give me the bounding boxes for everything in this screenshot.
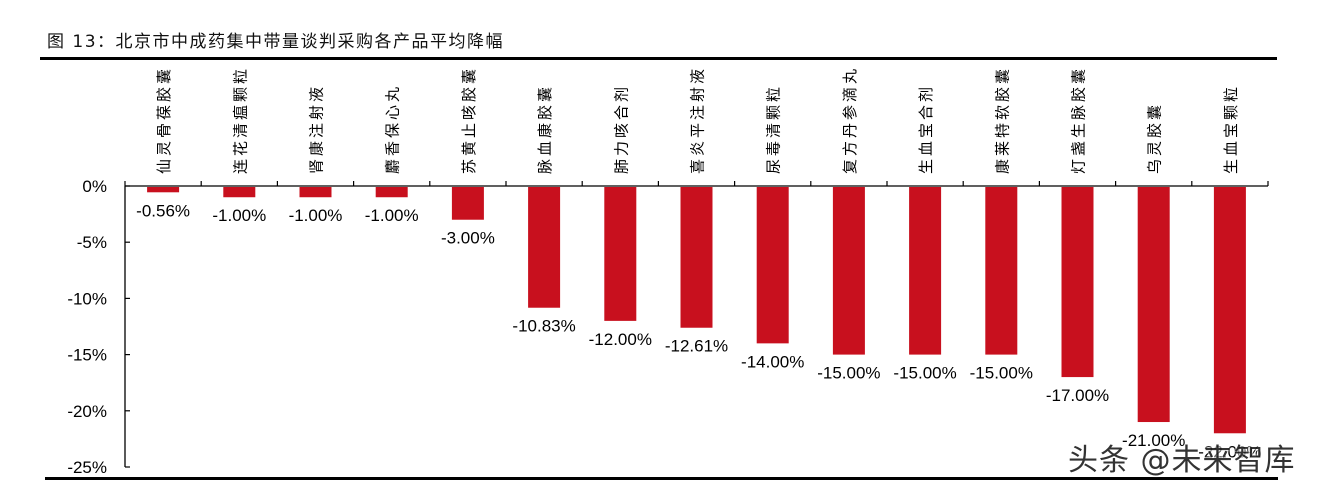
bar [1137,187,1170,423]
category-label: 喜炎平注射液 [689,66,707,174]
bar [451,187,484,220]
bar-value-label: -14.00% [741,352,804,371]
category-label: 脉血康胶囊 [536,84,554,174]
category-label: 尿毒清颗粒 [765,84,783,174]
top-rule [40,57,1277,60]
bar [223,187,256,198]
bar [680,187,713,328]
bar [299,187,332,198]
category-label: 康莱特软胶囊 [993,66,1011,174]
bar-series [147,187,1246,434]
y-tick-label: -5% [77,233,107,252]
bar [832,187,865,355]
bar [1213,187,1246,434]
bar-value-label: -15.00% [817,364,880,383]
bar-value-label: -1.00% [289,206,343,225]
bottom-rule [45,477,1278,480]
bar [147,187,180,193]
figure-title: 图 13：北京市中成药集中带量谈判采购各产品平均降幅 [47,32,505,52]
bar [604,187,637,321]
bar-value-label: -1.00% [212,206,266,225]
bar-value-label: -15.00% [893,364,956,383]
y-tick-label: -10% [67,289,107,308]
bar-value-label: -1.00% [365,206,419,225]
category-label: 乌灵胶囊 [1146,102,1164,174]
y-tick-label: 0% [82,177,107,196]
x-axis [124,181,1269,187]
y-tick-label: -15% [67,346,107,365]
bar [756,187,789,344]
y-axis: 0% -5% -10% -15% -20% -25% [67,177,130,477]
category-label: 麝香保心丸 [384,84,402,174]
watermark-text: 头条 @未来智库 [1068,443,1296,478]
category-label: 连花清瘟颗粒 [231,66,249,174]
bar-value-label: -17.00% [1046,386,1109,405]
value-labels: -0.56% -1.00% -1.00% -1.00% -3.00% -10.83% -12… [136,201,1261,461]
category-label: 生血宝合剂 [917,84,935,174]
category-label: 肺力咳合剂 [612,84,630,174]
bar-value-label: -3.00% [441,229,495,248]
bar [909,187,942,355]
category-label: 复方丹参滴丸 [841,66,859,174]
category-label: 苏黄止咳胶囊 [460,66,478,174]
bar-value-label: -15.00% [970,364,1033,383]
category-label: 灯盏生脉胶囊 [1070,66,1088,174]
category-labels: 仙灵骨葆胶囊 连花清瘟颗粒 肾康注射液 麝香保心丸 苏黄止咳胶囊 脉血康胶囊 肺力咳合剂 喜炎… [155,66,1240,174]
bar [985,187,1018,355]
bar-value-label: -22.00% [1198,442,1261,461]
y-tick-label: -20% [67,402,107,421]
y-tick-label: -25% [67,458,107,477]
category-label: 仙灵骨葆胶囊 [155,66,173,174]
bar [1061,187,1094,378]
bar-value-label: -10.83% [512,317,575,336]
bar-value-label: -12.00% [589,330,652,349]
category-label: 肾康注射液 [308,84,326,174]
category-label: 生血宝颗粒 [1222,84,1240,174]
bar-value-label: -21.00% [1122,431,1185,450]
bar [528,187,561,308]
bar-value-label: -12.61% [665,337,728,356]
bar [375,187,408,198]
bar-value-label: -0.56% [136,201,190,220]
